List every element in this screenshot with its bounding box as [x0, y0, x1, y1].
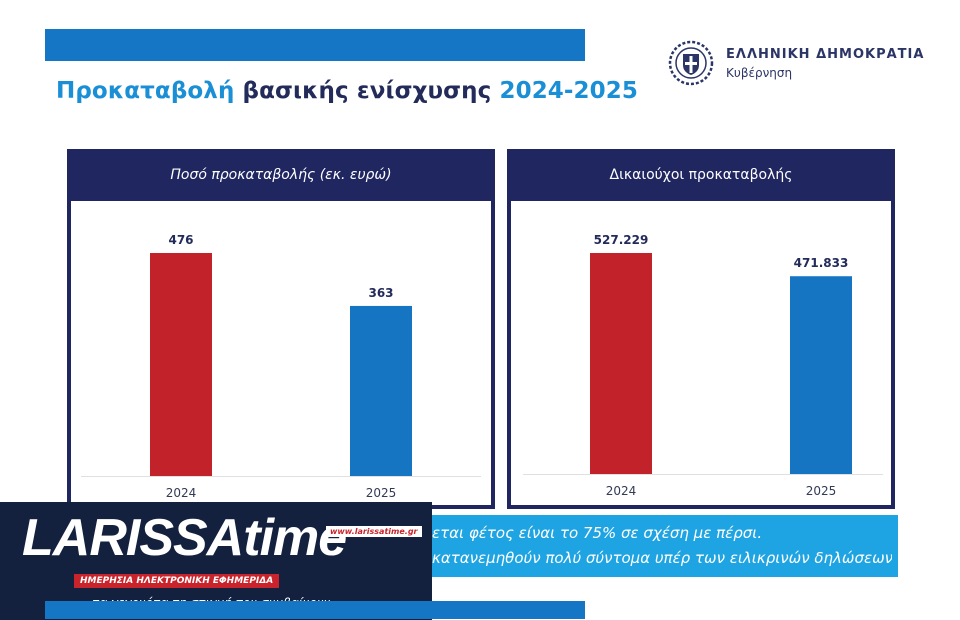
greek-coat-of-arms-icon — [668, 40, 714, 86]
info-line-2: κατανεμηθούν πολύ σύντομα υπέρ των ειλικ… — [432, 549, 892, 567]
government-name: ΕΛΛΗΝΙΚΗ ΔΗΜΟΚΡΑΤΙΑ — [726, 47, 925, 62]
title-part-1: Προκαταβολή — [56, 78, 235, 104]
government-logo: ΕΛΛΗΝΙΚΗ ΔΗΜΟΚΡΑΤΙΑ Κυβέρνηση — [668, 40, 923, 88]
x-tick-label-2025: 2025 — [366, 486, 397, 500]
data-label-2024: 527.229 — [594, 233, 649, 247]
government-subtitle: Κυβέρνηση — [726, 66, 793, 80]
data-label-2025: 363 — [368, 286, 393, 300]
logo-word-part-2: time — [243, 509, 347, 567]
chart-body-beneficiaries: 527.229 2024 471.833 2025 — [511, 201, 891, 505]
bar-chart-amount: 476 2024 363 2025 — [81, 233, 481, 500]
bar-2024 — [150, 253, 212, 476]
title-part-3: 2024-2025 — [499, 78, 638, 104]
bar-chart-beneficiaries: 527.229 2024 471.833 2025 — [523, 233, 883, 498]
page-title: Προκαταβολή βασικής ενίσχυσης 2024-2025 — [56, 78, 638, 104]
info-banner: εται φέτος είναι το 75% σε σχέση με πέρσ… — [420, 515, 898, 577]
x-tick-label-2025: 2025 — [806, 484, 837, 498]
top-accent-bar — [45, 29, 585, 61]
bar-2024 — [590, 253, 652, 474]
logo-strapline: ΗΜΕΡΗΣΙΑ ΗΛΕΚΤΡΟΝΙΚΗ ΕΦΗΜΕΡΙΔΑ — [74, 574, 280, 588]
data-label-2025: 471.833 — [794, 256, 849, 270]
bar-2025 — [350, 305, 412, 476]
logo-wordmark: LARISSAtime — [22, 508, 347, 568]
x-tick-label-2024: 2024 — [606, 484, 637, 498]
chart-panel-amount: Ποσό προκαταβολής (εκ. ευρώ) 476 2024 363 2… — [67, 149, 495, 509]
x-tick-label-2024: 2024 — [166, 486, 197, 500]
chart-body-amount: 476 2024 363 2025 — [71, 201, 491, 505]
info-line-1: εται φέτος είναι το 75% σε σχέση με πέρσ… — [432, 524, 763, 542]
bottom-accent-bar — [45, 601, 585, 619]
chart-panel-beneficiaries: Δικαιούχοι προκαταβολής 527.229 2024 471.8… — [507, 149, 895, 509]
logo-url: www.larissatime.gr — [326, 526, 422, 537]
logo-word-part-1: LARISSA — [22, 509, 244, 567]
data-label-2024: 476 — [168, 233, 193, 247]
bar-2025 — [790, 276, 852, 474]
title-part-2: βασικής ενίσχυσης — [234, 78, 500, 104]
chart-title-beneficiaries: Δικαιούχοι προκαταβολής — [609, 167, 793, 183]
chart-title-amount: Ποσό προκαταβολής (εκ. ευρώ) — [170, 167, 392, 183]
